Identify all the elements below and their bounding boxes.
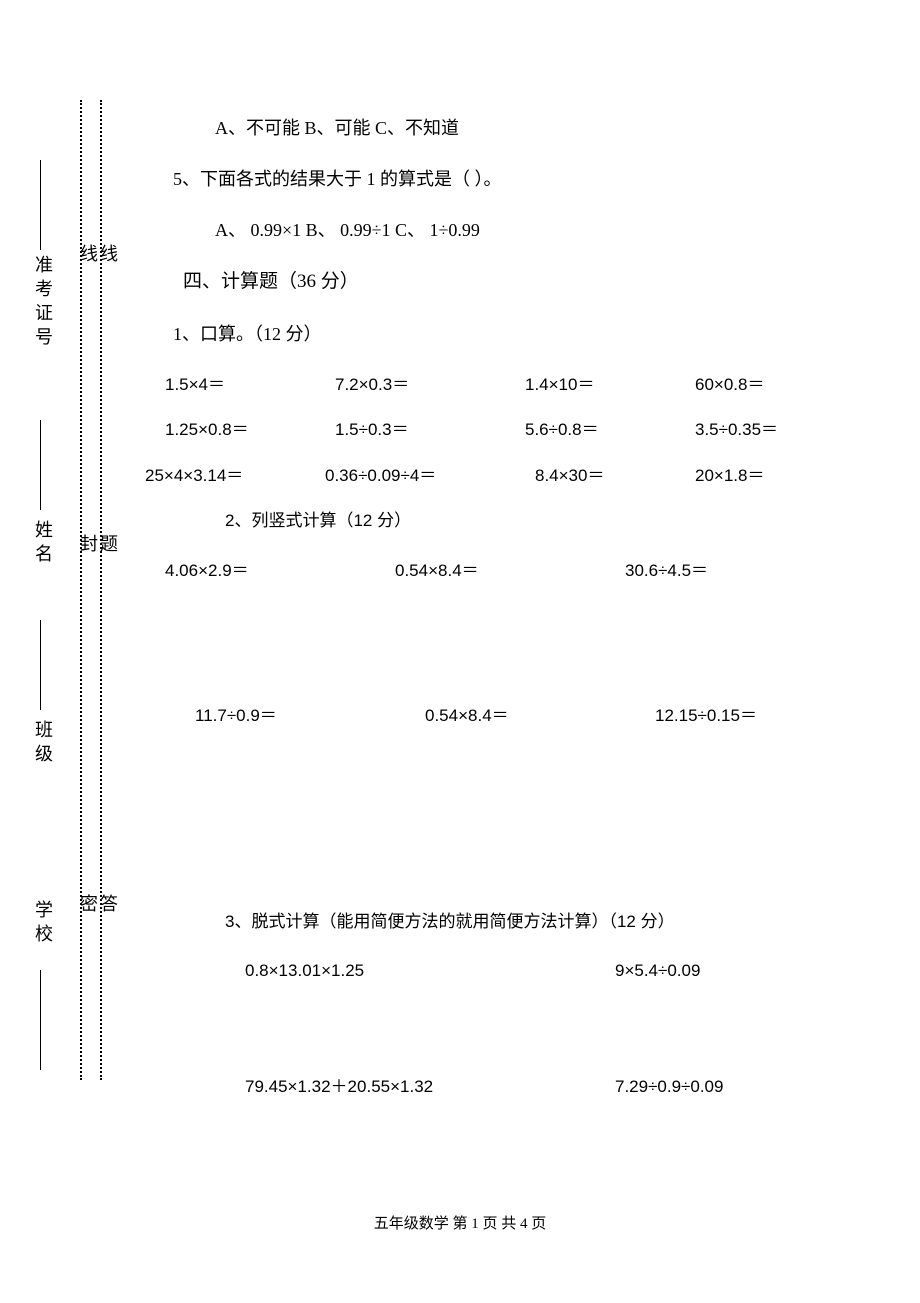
mental-calc-row-2: 1.25×0.8＝ 1.5÷0.3＝ 5.6÷0.8＝ 3.5÷0.35＝: [165, 417, 885, 443]
step-calc-row-1: 0.8×13.01×1.25 9×5.4÷0.09: [165, 958, 885, 984]
gutter-label-exam-id: 准考证号: [30, 255, 56, 351]
calc-cell: 4.06×2.9＝: [165, 558, 395, 584]
step-calc-row-2: 79.45×1.32＋20.55×1.32 7.29÷0.9÷0.09: [165, 1074, 885, 1100]
question-5-text: 5、下面各式的结果大于 1 的算式是（ ）。: [165, 166, 885, 193]
calc-cell: 12.15÷0.15＝: [655, 703, 885, 729]
gutter-label-school: 学校: [30, 900, 56, 948]
calc-cell: 7.2×0.3＝: [335, 372, 525, 398]
gutter-underline-4: [40, 160, 41, 250]
calc-cell: 3.5÷0.35＝: [695, 417, 865, 443]
seal-char-xian1: 线: [80, 240, 98, 266]
calc-cell: 25×4×3.14＝: [145, 463, 325, 489]
mental-calc-row-1: 1.5×4＝ 7.2×0.3＝ 1.4×10＝ 60×0.8＝: [165, 372, 885, 398]
calc-cell: 79.45×1.32＋20.55×1.32: [245, 1074, 615, 1100]
calc-cell: 60×0.8＝: [695, 372, 865, 398]
gutter-underline-1: [40, 970, 41, 1070]
work-space: [165, 603, 885, 703]
calc-cell: 0.54×8.4＝: [395, 558, 625, 584]
calc-cell: 11.7÷0.9＝: [195, 703, 425, 729]
section-4-title: 四、计算题（36 分）: [165, 268, 885, 297]
calc-cell: 30.6÷4.5＝: [625, 558, 855, 584]
calc-cell: 5.6÷0.8＝: [525, 417, 695, 443]
work-space: [165, 749, 885, 899]
page-footer: 五年级数学 第 1 页 共 4 页: [0, 1212, 920, 1233]
calc-cell: 9×5.4÷0.09: [615, 958, 915, 984]
part3-label: 3、脱式计算（能用简便方法的就用简便方法计算）（12 分）: [165, 909, 885, 935]
vertical-calc-row-1: 4.06×2.9＝ 0.54×8.4＝ 30.6÷4.5＝: [165, 558, 885, 584]
seal-char-da: 答: [100, 890, 118, 916]
work-space: [165, 1004, 885, 1074]
part2-label: 2、列竖式计算（12 分）: [165, 508, 885, 534]
question-5-options: A、 0.99×1 B、 0.99÷1 C、 1÷0.99: [165, 217, 885, 244]
page-content: A、不可能 B、可能 C、不知道 5、下面各式的结果大于 1 的算式是（ ）。 …: [165, 115, 885, 1119]
part1-label: 1、口算。（12 分）: [165, 321, 885, 348]
calc-cell: 7.29÷0.9÷0.09: [615, 1074, 915, 1100]
calc-cell: 1.4×10＝: [525, 372, 695, 398]
gutter-label-class: 班级: [30, 720, 56, 768]
seal-char-mi: 密: [80, 890, 98, 916]
calc-cell: 1.5×4＝: [165, 372, 335, 398]
mental-calc-row-3: 25×4×3.14＝ 0.36÷0.09÷4＝ 8.4×30＝ 20×1.8＝: [145, 463, 885, 489]
seal-char-feng: 封: [80, 530, 98, 556]
prev-question-options: A、不可能 B、可能 C、不知道: [165, 115, 885, 142]
calc-cell: 0.8×13.01×1.25: [245, 958, 615, 984]
seal-char-ti: 题: [100, 530, 118, 556]
calc-cell: 0.36÷0.09÷4＝: [325, 463, 535, 489]
calc-cell: 0.54×8.4＝: [425, 703, 655, 729]
gutter-underline-3: [40, 420, 41, 510]
binding-gutter: 准考证号 姓名 班级 学校 密 答 封 题 线 线: [20, 100, 140, 1080]
calc-cell: 1.5÷0.3＝: [335, 417, 525, 443]
calc-cell: 8.4×30＝: [535, 463, 695, 489]
calc-cell: 20×1.8＝: [695, 463, 845, 489]
gutter-label-name: 姓名: [30, 520, 56, 568]
calc-cell: 1.25×0.8＝: [165, 417, 335, 443]
gutter-underline-2: [40, 620, 41, 710]
vertical-calc-row-2: 11.7÷0.9＝ 0.54×8.4＝ 12.15÷0.15＝: [165, 703, 885, 729]
seal-char-xian2: 线: [100, 240, 118, 266]
